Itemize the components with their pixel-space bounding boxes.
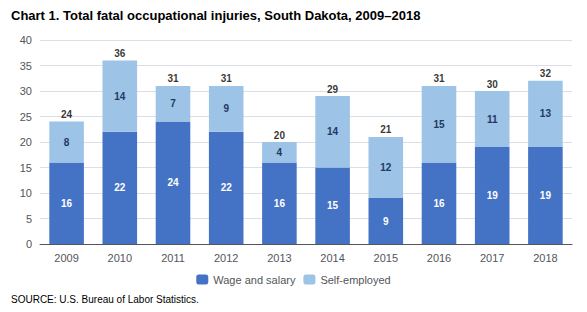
- svg-text:4: 4: [277, 147, 283, 158]
- svg-text:31: 31: [433, 73, 445, 84]
- svg-text:2011: 2011: [161, 252, 185, 264]
- svg-text:30: 30: [487, 79, 499, 90]
- svg-text:20: 20: [20, 136, 32, 148]
- svg-text:16: 16: [274, 198, 286, 209]
- svg-text:16: 16: [433, 198, 445, 209]
- svg-text:35: 35: [20, 60, 32, 72]
- svg-text:Self-employed: Self-employed: [320, 274, 390, 286]
- svg-text:24: 24: [167, 177, 179, 188]
- svg-text:2018: 2018: [533, 252, 557, 264]
- svg-text:2009: 2009: [54, 252, 78, 264]
- svg-text:12: 12: [380, 162, 392, 173]
- svg-text:19: 19: [540, 190, 552, 201]
- svg-text:20: 20: [274, 130, 286, 141]
- svg-text:19: 19: [487, 190, 499, 201]
- svg-text:2013: 2013: [267, 252, 291, 264]
- svg-text:24: 24: [61, 109, 73, 120]
- svg-text:2012: 2012: [214, 252, 238, 264]
- svg-text:2016: 2016: [427, 252, 451, 264]
- svg-text:0: 0: [26, 238, 32, 250]
- svg-text:36: 36: [114, 48, 126, 59]
- svg-text:30: 30: [20, 85, 32, 97]
- svg-text:15: 15: [20, 162, 32, 174]
- svg-text:2010: 2010: [108, 252, 132, 264]
- svg-text:14: 14: [114, 91, 126, 102]
- svg-text:5: 5: [26, 213, 32, 225]
- svg-text:11: 11: [487, 114, 498, 125]
- svg-text:9: 9: [383, 216, 389, 227]
- svg-text:25: 25: [20, 111, 32, 123]
- svg-text:8: 8: [64, 137, 70, 148]
- svg-text:15: 15: [327, 200, 339, 211]
- svg-text:9: 9: [223, 103, 229, 114]
- svg-text:29: 29: [327, 84, 339, 95]
- svg-text:21: 21: [380, 124, 392, 135]
- svg-text:32: 32: [540, 68, 552, 79]
- svg-text:13: 13: [540, 108, 552, 119]
- svg-text:22: 22: [114, 182, 126, 193]
- svg-text:2017: 2017: [480, 252, 504, 264]
- svg-text:31: 31: [167, 73, 179, 84]
- svg-text:15: 15: [433, 119, 445, 130]
- svg-text:14: 14: [327, 126, 339, 137]
- svg-text:16: 16: [61, 198, 73, 209]
- svg-text:31: 31: [221, 73, 233, 84]
- svg-text:22: 22: [221, 182, 233, 193]
- svg-text:2015: 2015: [374, 252, 398, 264]
- svg-text:7: 7: [170, 98, 176, 109]
- svg-text:40: 40: [20, 34, 32, 46]
- svg-text:Chart 1. Total fatal occupatio: Chart 1. Total fatal occupational injuri…: [11, 8, 420, 23]
- svg-text:10: 10: [20, 187, 32, 199]
- svg-text:SOURCE: U.S. Bureau of Labor S: SOURCE: U.S. Bureau of Labor Statistics.: [11, 294, 199, 305]
- svg-text:2014: 2014: [320, 252, 344, 264]
- svg-text:Wage and salary: Wage and salary: [213, 274, 296, 286]
